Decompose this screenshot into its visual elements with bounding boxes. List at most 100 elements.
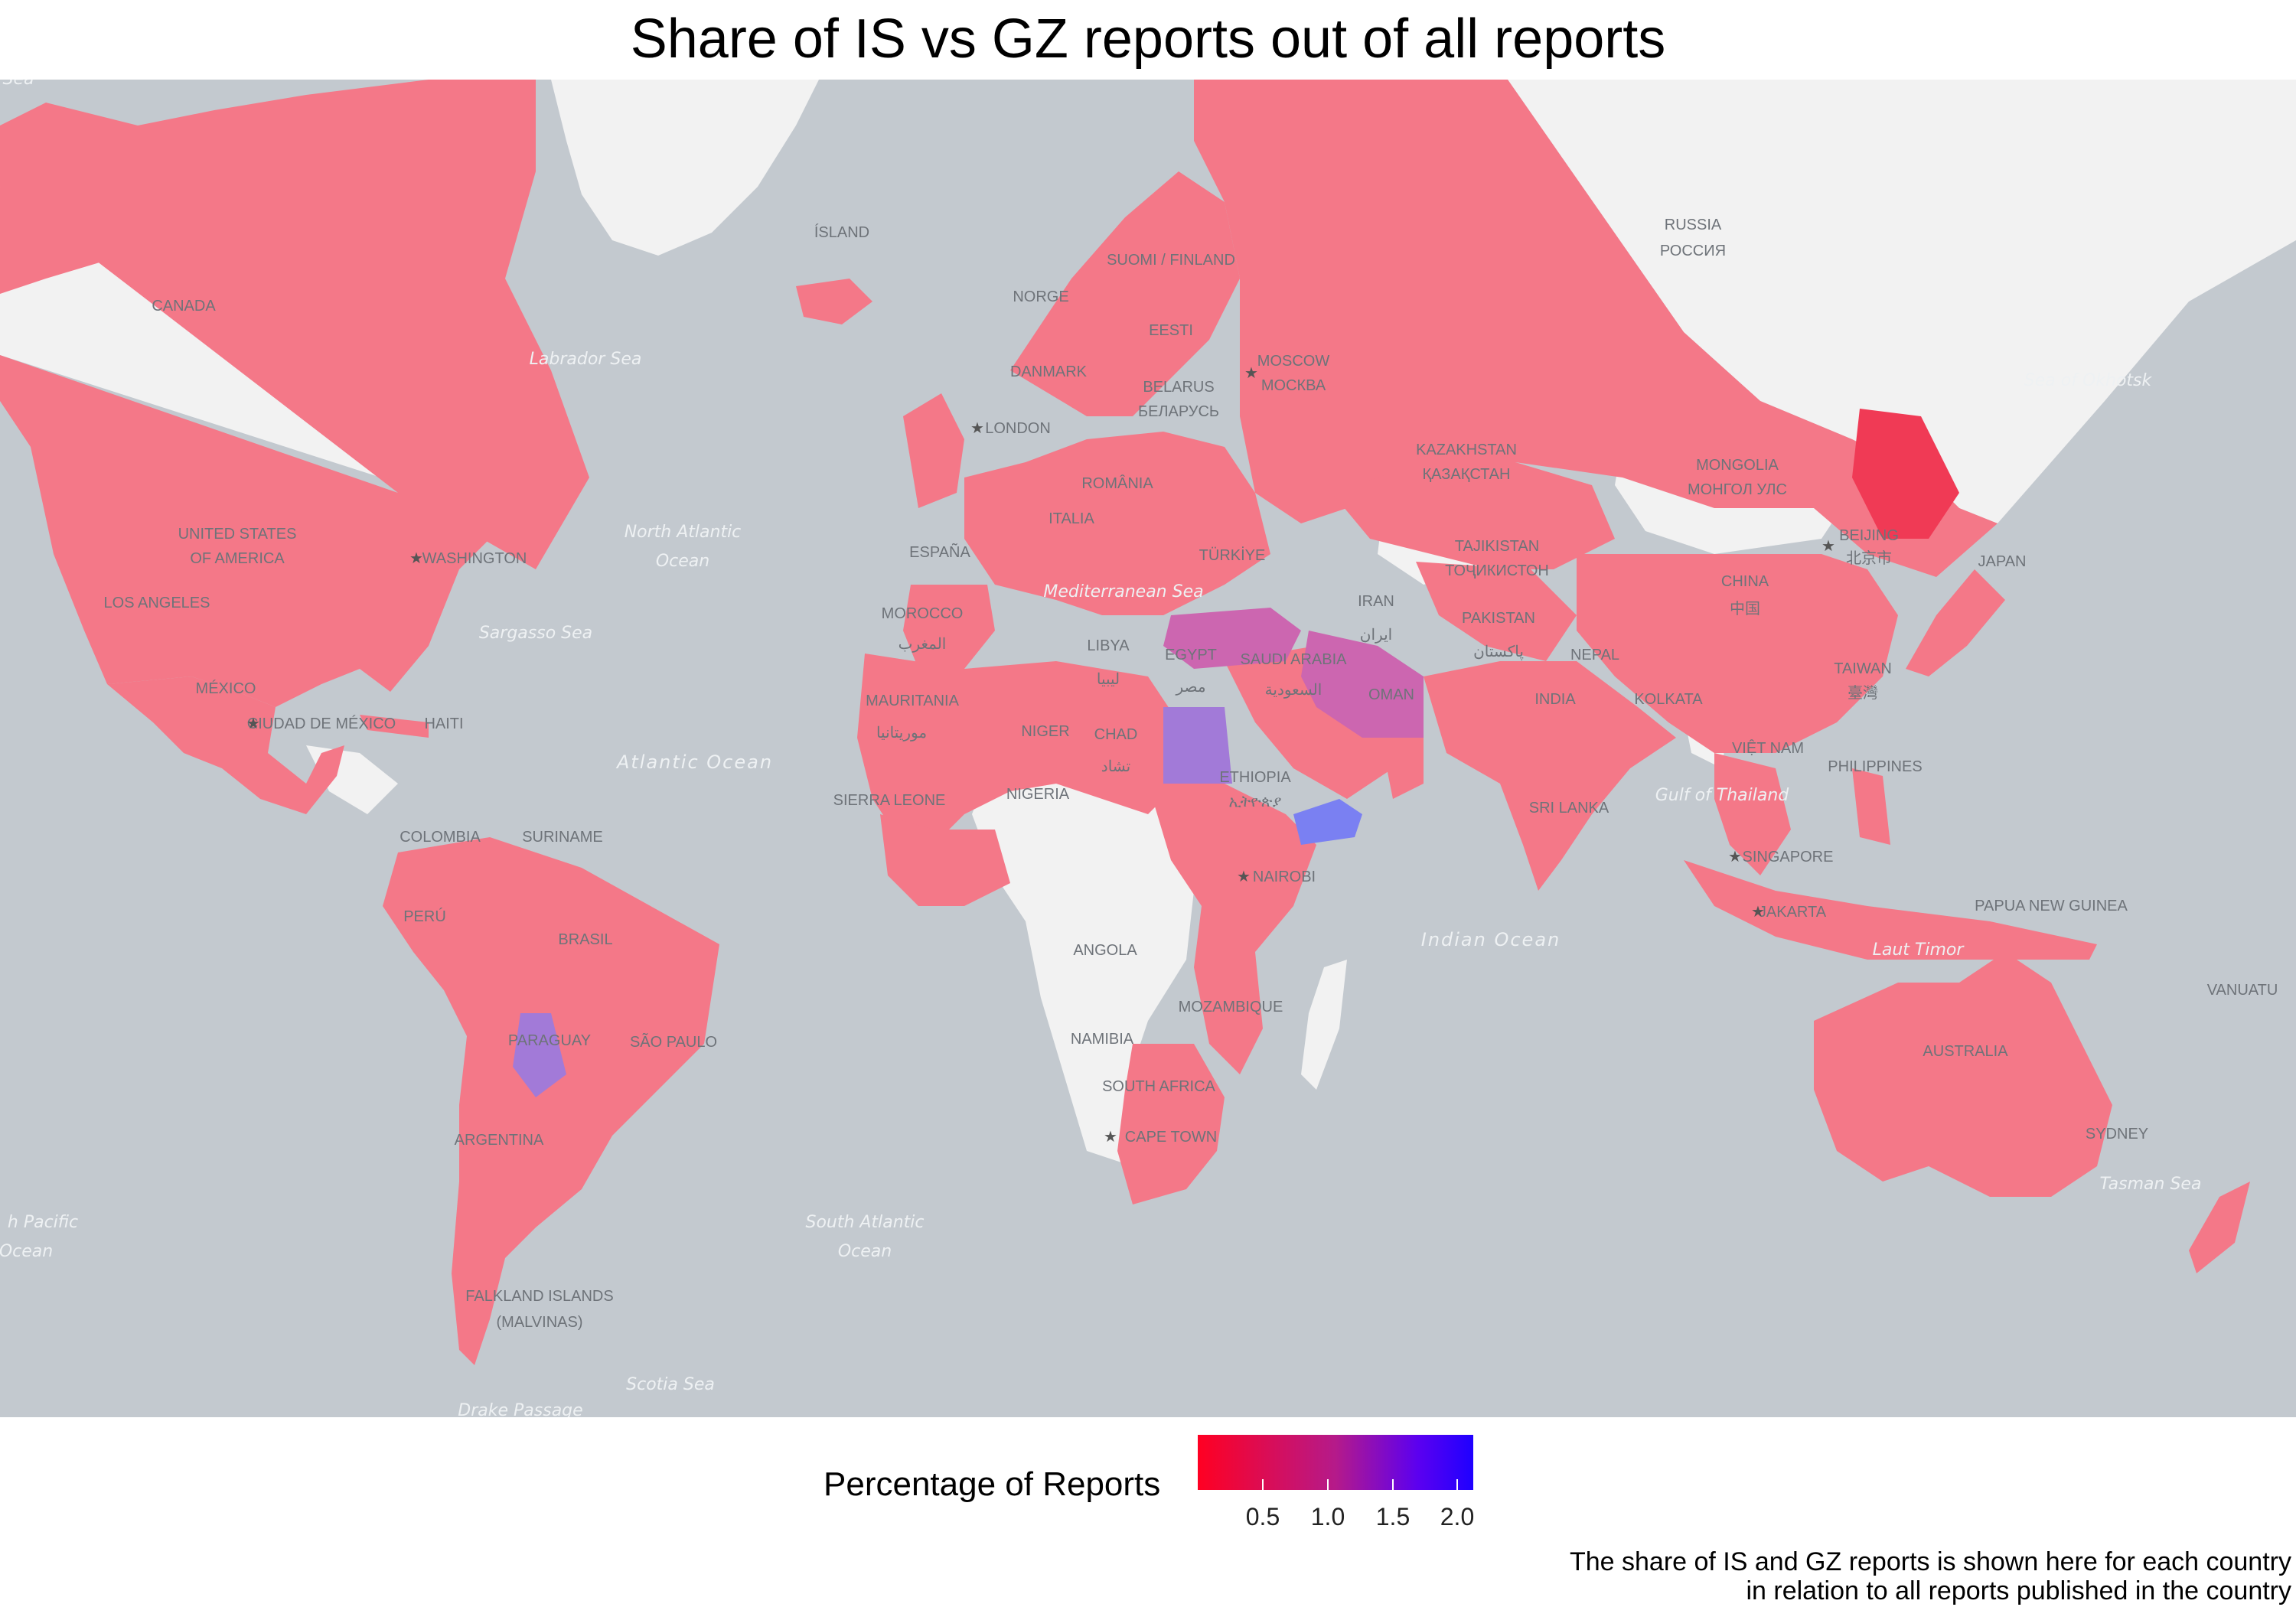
label-tajikistan-2: ТОҶИКИСТОН <box>1445 562 1549 579</box>
label-beijing-1: BEIJING <box>1839 527 1899 544</box>
label-turkiye: TÜRKİYE <box>1199 546 1266 564</box>
label-cape-town: CAPE TOWN <box>1125 1129 1217 1146</box>
label-suriname: SURINAME <box>522 829 603 846</box>
country-usa[interactable] <box>0 355 505 707</box>
country-southern-africa[interactable] <box>1117 1044 1225 1204</box>
country-east-africa[interactable] <box>1148 784 1316 1074</box>
country-kazakhstan[interactable] <box>1332 462 1615 569</box>
countries-filled <box>0 80 2250 1365</box>
label-los-angeles: LOS ANGELES <box>104 595 210 611</box>
country-iceland[interactable] <box>796 279 872 324</box>
legend-tickmark <box>1262 1479 1264 1490</box>
label-taiwan-1: TAIWAN <box>1834 660 1892 677</box>
country-south-america[interactable] <box>383 837 719 1365</box>
marker-cape-town-icon: ★ <box>1104 1129 1117 1146</box>
label-belarus-1: BELARUS <box>1143 379 1214 396</box>
label-oman: OMAN <box>1368 686 1414 703</box>
label-washington: WASHINGTON <box>422 550 527 567</box>
marker-london-icon: ★ <box>970 420 984 437</box>
country-saudi-arabia[interactable] <box>1225 646 1408 799</box>
country-west-africa[interactable] <box>880 814 1010 906</box>
label-eesti: EESTI <box>1149 322 1193 339</box>
label-danmark: DANMARK <box>1010 363 1088 380</box>
ocean-scotia: Scotia Sea <box>626 1375 715 1394</box>
label-haiti: HAITI <box>424 715 463 732</box>
legend-tickmark <box>1327 1479 1329 1490</box>
countries-highlighted <box>513 409 1959 1097</box>
ocean-tasman: Tasman Sea <box>2100 1175 2202 1194</box>
country-southeast-asia[interactable] <box>1714 753 1791 875</box>
marker-nairobi-icon: ★ <box>1237 869 1251 885</box>
ocean-south-atlantic-1: South Atlantic <box>806 1213 925 1232</box>
country-australia[interactable] <box>1814 952 2112 1197</box>
ocean-labels: Labrador Sea North Atlantic Ocean Sargas… <box>0 80 2201 1417</box>
country-europe[interactable] <box>964 432 1270 615</box>
label-iran-1: IRAN <box>1358 593 1394 610</box>
northeast-russia-shape <box>1508 80 2296 523</box>
label-namibia: NAMIBIA <box>1071 1031 1134 1048</box>
ocean-north-atlantic-2: Ocean <box>656 552 709 571</box>
marker-mexico-icon: ★ <box>246 715 260 732</box>
ocean-okhotsk: Sea of Okhotsk <box>2024 371 2153 390</box>
label-kazakhstan-2: ҚАЗАҚСТАН <box>1423 466 1511 483</box>
ocean-sea-corner: Sea <box>3 80 34 89</box>
label-mongolia-1: MONGOLIA <box>1696 457 1779 474</box>
legend-tickmark <box>1456 1479 1458 1490</box>
country-mexico[interactable] <box>107 676 344 814</box>
label-falkland-2: (MALVINAS) <box>497 1314 583 1331</box>
country-northeast-china[interactable] <box>1852 409 1959 539</box>
caption-line-1: The share of IS and GZ reports is shown … <box>1569 1547 2291 1576</box>
greenland-shape <box>551 80 819 256</box>
country-south-asia[interactable] <box>1424 661 1676 891</box>
country-scandinavia[interactable] <box>1010 171 1240 416</box>
label-south-africa: SOUTH AFRICA <box>1102 1078 1215 1095</box>
label-moscow-2: МОСКВА <box>1261 377 1326 394</box>
label-nairobi: NAIROBI <box>1253 869 1316 885</box>
country-uk[interactable] <box>903 393 964 508</box>
legend-tick-label: 1.5 <box>1375 1503 1411 1530</box>
marker-moscow-icon: ★ <box>1244 365 1258 382</box>
ocean-sargasso: Sargasso Sea <box>479 624 592 643</box>
label-morocco-1: MOROCCO <box>882 605 964 622</box>
label-australia: AUSTRALIA <box>1923 1043 2008 1060</box>
label-philippines: PHILIPPINES <box>1828 758 1922 775</box>
country-paraguay[interactable] <box>513 1013 566 1097</box>
country-oman[interactable] <box>1378 722 1424 799</box>
country-canada[interactable] <box>0 80 589 569</box>
country-north-africa[interactable] <box>857 654 1179 845</box>
label-peru: PERÚ <box>403 908 446 925</box>
country-iberia[interactable] <box>903 585 995 669</box>
ocean-mediterranean: Mediterranean Sea <box>1043 582 1203 601</box>
country-china[interactable] <box>1577 554 1898 753</box>
country-egypt[interactable] <box>1163 707 1232 784</box>
country-cuba[interactable] <box>360 715 429 738</box>
ocean-atlantic: Atlantic Ocean <box>615 751 773 773</box>
label-mozambique: MOZAMBIQUE <box>1179 999 1283 1015</box>
map-canvas: CANADA UNITED STATES OF AMERICA WASHINGT… <box>0 80 2296 1417</box>
label-mauritania-1: MAURITANIA <box>866 693 960 709</box>
country-central-asia[interactable] <box>1416 562 1577 661</box>
label-russia-2: РОССИЯ <box>1660 243 1726 259</box>
country-russia[interactable] <box>1194 80 1998 577</box>
ocean-south-atlantic-2: Ocean <box>838 1242 892 1261</box>
marker-singapore-icon: ★ <box>1728 849 1742 865</box>
country-philippines[interactable] <box>1852 768 1890 845</box>
legend-tick-label: 2.0 <box>1440 1503 1475 1530</box>
country-iran[interactable] <box>1301 631 1424 738</box>
ocean-south-pacific-2: Ocean <box>0 1242 53 1261</box>
country-yemen[interactable] <box>1293 799 1362 845</box>
label-paraguay: PARAGUAY <box>508 1032 591 1049</box>
legend-color-bar <box>1198 1435 1473 1490</box>
country-alaska[interactable] <box>0 187 153 294</box>
label-ciudad-mexico: CIUDAD DE MÉXICO <box>247 715 396 732</box>
country-turkiye[interactable] <box>1163 608 1301 669</box>
country-japan[interactable] <box>1906 569 2005 676</box>
label-london: LONDON <box>985 420 1051 437</box>
country-indonesia[interactable] <box>1684 860 2097 960</box>
label-canada: CANADA <box>152 298 216 315</box>
label-usa-1: UNITED STATES <box>178 526 297 543</box>
country-new-zealand[interactable] <box>2189 1182 2250 1273</box>
label-kazakhstan-1: KAZAKHSTAN <box>1416 442 1517 458</box>
label-taiwan-2: 臺灣 <box>1848 684 1878 702</box>
label-kolkata: KOLKATA <box>1634 691 1703 708</box>
